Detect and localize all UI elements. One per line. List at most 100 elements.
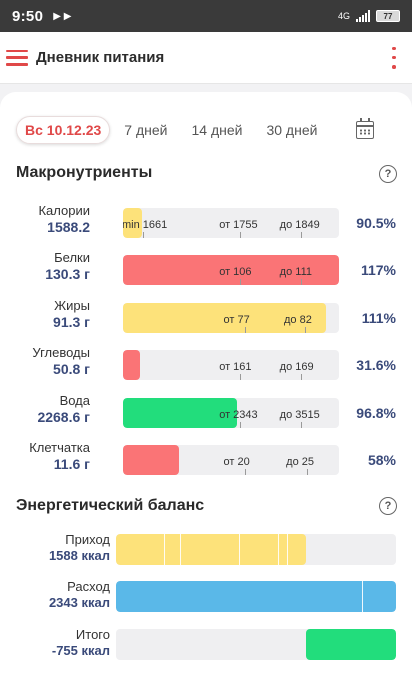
tab-14-days[interactable]: 14 дней (191, 122, 243, 138)
energy-row[interactable]: Приход 1588 ккал (0, 530, 412, 566)
macro-range-mark (143, 232, 144, 238)
macro-percent: 31.6% (356, 357, 396, 373)
tab-7-days[interactable]: 7 дней (124, 122, 168, 138)
status-right: 4G 77 (338, 10, 400, 22)
help-icon[interactable]: ? (379, 497, 397, 515)
energy-value: 2343 ккал (48, 595, 110, 610)
macro-percent: 117% (360, 262, 396, 278)
tab-day[interactable]: Вс 10.12.23 (16, 116, 111, 144)
macro-range-mark (244, 327, 246, 333)
macro-progress-fill (123, 350, 141, 380)
macro-range-label: от 106 (219, 266, 252, 278)
energy-bar-fill (116, 534, 307, 565)
hamburger-icon[interactable] (6, 49, 28, 66)
macro-percent: 111% (361, 310, 396, 326)
macro-range-mark (300, 374, 302, 380)
energy-label: Расход (67, 579, 110, 594)
macro-row[interactable]: Углеводы 50.8 г от 161 до 169 31.6% (0, 344, 412, 380)
status-time: 9:50 (12, 7, 44, 25)
macro-row[interactable]: Вода 2268.6 г от 2343 до 3515 96.8% (0, 392, 412, 428)
macro-range-mark (240, 279, 242, 285)
macro-range-mark (240, 422, 242, 428)
macro-row[interactable]: Белки 130.3 г от 106 до 111 117% (0, 249, 412, 285)
macro-progress-fill (123, 208, 143, 238)
macro-value: 130.3 г (45, 266, 90, 282)
energy-bar-fill (306, 629, 396, 660)
macro-range-label: от 20 (223, 456, 250, 468)
macro-label: Углеводы (32, 345, 90, 360)
macro-range-mark (240, 232, 242, 238)
more-vertical-icon[interactable] (386, 46, 402, 69)
battery-level: 77 (383, 11, 393, 21)
macro-row[interactable]: Жиры 91.3 г от 77 до 82 111% (0, 297, 412, 333)
macro-progress-bar: от 2343 до 3515 (123, 398, 339, 428)
macro-label: Жиры (54, 298, 90, 313)
macro-progress-fill (123, 255, 339, 285)
energy-bar (116, 581, 396, 612)
macro-value: 1588.2 (47, 219, 90, 235)
content-card: Вс 10.12.23 7 дней 14 дней 30 дней Макро… (0, 92, 412, 680)
energy-bar-fill (116, 581, 396, 612)
signal-icon (356, 10, 370, 22)
energy-label: Итого (75, 627, 110, 642)
macro-range-label: min 1661 (123, 219, 168, 231)
macro-value: 2268.6 г (37, 409, 90, 425)
macro-range-label: до 169 (279, 361, 314, 373)
energy-label: Приход (65, 532, 110, 547)
macro-range-label: от 1755 (219, 219, 258, 231)
energy-bar (116, 534, 396, 565)
macro-percent: 96.8% (356, 405, 396, 421)
macro-value: 91.3 г (53, 314, 90, 330)
macro-range-mark (300, 232, 302, 238)
energy-bar-segment-divider (180, 534, 182, 565)
macro-row[interactable]: Клетчатка 11.6 г от 20 до 25 58% (0, 439, 412, 475)
macro-row[interactable]: Калории 1588.2 min 1661 от 1755 до 1849 90.5% (0, 202, 412, 238)
macro-range-label: от 2343 (219, 409, 258, 421)
macro-range-label: от 161 (219, 361, 252, 373)
energy-row[interactable]: Расход 2343 ккал (0, 577, 412, 613)
macro-range-mark (244, 469, 246, 475)
status-bar: 9:50 ▶ ▶ 4G 77 (0, 0, 412, 32)
macro-progress-bar: min 1661 от 1755 до 1849 (123, 208, 339, 238)
macro-progress-bar: от 77 до 82 (123, 303, 339, 333)
energy-bar-segment-divider (286, 534, 288, 565)
energy-bar-segment-divider (278, 534, 280, 565)
tab-30-days[interactable]: 30 дней (266, 122, 318, 138)
macro-range-label: до 111 (279, 266, 312, 278)
macro-value: 50.8 г (53, 361, 90, 377)
macro-progress-fill (123, 398, 238, 428)
macro-range-mark (305, 327, 306, 333)
macro-percent: 58% (367, 452, 396, 468)
macro-range-label: до 3515 (279, 409, 320, 421)
calendar-icon[interactable] (356, 118, 374, 139)
app-bar: Дневник питания (0, 32, 412, 84)
macro-range-label: до 25 (286, 456, 314, 468)
energy-bar-segment-divider (239, 534, 241, 565)
macro-range-label: до 82 (284, 314, 312, 326)
energy-title: Энергетический баланс (16, 497, 205, 514)
macro-progress-bar: от 20 до 25 (123, 445, 339, 475)
energy-bar (116, 629, 396, 660)
macro-range-mark (300, 422, 302, 428)
macro-label: Калории (38, 203, 90, 218)
help-icon[interactable]: ? (379, 165, 397, 183)
period-tabs: Вс 10.12.23 7 дней 14 дней 30 дней (16, 116, 327, 144)
macro-range-mark (307, 469, 309, 475)
macros-title: Макронутриенты (16, 164, 153, 181)
app-title: Дневник питания (36, 49, 165, 66)
energy-bar-segment-divider (163, 534, 165, 565)
macro-progress-bar: от 106 до 111 (123, 255, 339, 285)
network-type: 4G (337, 11, 350, 21)
macro-range-label: от 77 (223, 314, 250, 326)
energy-bar-segment-divider (362, 581, 364, 612)
macro-progress-bar: от 161 до 169 (123, 350, 339, 380)
macro-value: 11.6 г (53, 456, 90, 472)
macro-range-mark (240, 374, 242, 380)
macro-percent: 90.5% (356, 215, 396, 231)
media-play-icon: ▶ ▶ (53, 10, 72, 22)
macro-progress-fill (123, 303, 327, 333)
energy-row[interactable]: Итого -755 ккал (0, 625, 412, 661)
battery-icon: 77 (376, 10, 400, 22)
macro-progress-fill (123, 445, 180, 475)
macro-label: Белки (54, 250, 90, 265)
